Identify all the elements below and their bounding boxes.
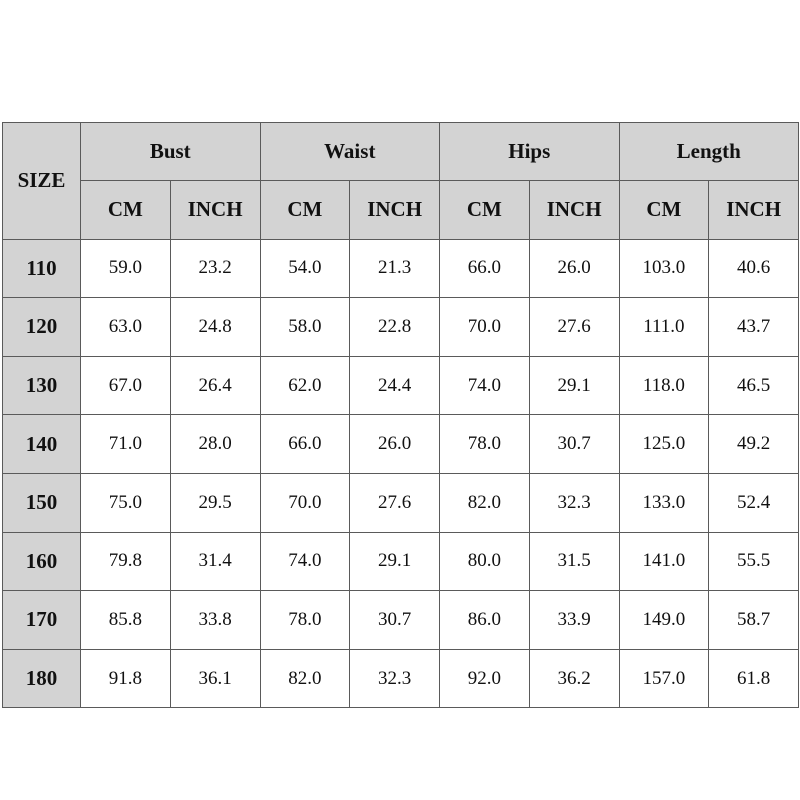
size-label: 160 — [2, 531, 81, 592]
measurement: 157.0 — [618, 648, 710, 709]
measurement: 78.0 — [259, 590, 351, 650]
measurement: 54.0 — [259, 238, 351, 299]
size-label: 180 — [2, 648, 81, 709]
measurement: 36.2 — [528, 648, 620, 709]
measurement: 91.8 — [80, 648, 171, 709]
data-row: 150 75.0 29.5 70.0 27.6 82.0 32.3 133.0 52.4 — [2, 472, 800, 533]
measurement: 74.0 — [439, 355, 530, 416]
measurement: 61.8 — [708, 648, 800, 709]
measurement: 29.1 — [349, 531, 441, 592]
measurement: 30.7 — [349, 590, 441, 650]
measurement: 79.8 — [80, 531, 171, 592]
data-row: 110 59.0 23.2 54.0 21.3 66.0 26.0 103.0 40.6 — [2, 238, 800, 299]
measurement: 70.0 — [439, 297, 530, 357]
measurement: 63.0 — [80, 297, 171, 357]
measurement: 32.3 — [528, 472, 620, 533]
measurement: 118.0 — [618, 355, 710, 416]
size-label: 120 — [2, 297, 81, 357]
measurement: 58.0 — [259, 297, 351, 357]
measurement: 82.0 — [259, 648, 351, 709]
measurement: 111.0 — [618, 297, 710, 357]
group-header: Waist — [259, 122, 441, 181]
group-header: Length — [618, 122, 800, 181]
size-table: SIZE Bust Waist Hips Length CM INCH CM INCH CM INC… — [2, 122, 800, 709]
measurement: 49.2 — [708, 414, 800, 474]
measurement: 29.5 — [169, 472, 261, 533]
measurement: 29.1 — [528, 355, 620, 416]
size-label: 150 — [2, 472, 81, 533]
unit-header: CM — [618, 180, 710, 240]
measurement: 125.0 — [618, 414, 710, 474]
measurement: 58.7 — [708, 590, 800, 650]
measurement: 86.0 — [439, 590, 530, 650]
measurement: 27.6 — [349, 472, 441, 533]
measurement: 59.0 — [80, 238, 171, 299]
measurement: 21.3 — [349, 238, 441, 299]
measurement: 26.0 — [349, 414, 441, 474]
measurement: 141.0 — [618, 531, 710, 592]
measurement: 62.0 — [259, 355, 351, 416]
measurement: 32.3 — [349, 648, 441, 709]
measurement: 149.0 — [618, 590, 710, 650]
measurement: 27.6 — [528, 297, 620, 357]
size-label: 140 — [2, 414, 81, 474]
unit-header: CM — [439, 180, 530, 240]
measurement: 22.8 — [349, 297, 441, 357]
measurement: 30.7 — [528, 414, 620, 474]
unit-header: INCH — [349, 180, 441, 240]
measurement: 26.4 — [169, 355, 261, 416]
unit-header: INCH — [528, 180, 620, 240]
group-header: Hips — [439, 122, 620, 181]
measurement: 31.5 — [528, 531, 620, 592]
header-row: SIZE Bust Waist Hips Length — [2, 122, 800, 240]
measurement: 82.0 — [439, 472, 530, 533]
measurement: 40.6 — [708, 238, 800, 299]
measurement: 36.1 — [169, 648, 261, 709]
corner-header: SIZE — [2, 122, 81, 240]
measurement: 55.5 — [708, 531, 800, 592]
measurement: 67.0 — [80, 355, 171, 416]
measurement: 31.4 — [169, 531, 261, 592]
group-header: Bust — [80, 122, 261, 181]
unit-header: INCH — [708, 180, 800, 240]
measurement: 52.4 — [708, 472, 800, 533]
measurement: 75.0 — [80, 472, 171, 533]
measurement: 26.0 — [528, 238, 620, 299]
data-row: 130 67.0 26.4 62.0 24.4 74.0 29.1 118.0 46.5 — [2, 355, 800, 416]
measurement: 23.2 — [169, 238, 261, 299]
measurement: 43.7 — [708, 297, 800, 357]
measurement: 28.0 — [169, 414, 261, 474]
measurement: 85.8 — [80, 590, 171, 650]
unit-header: INCH — [169, 180, 261, 240]
measurement: 46.5 — [708, 355, 800, 416]
measurement: 33.8 — [169, 590, 261, 650]
data-row: 160 79.8 31.4 74.0 29.1 80.0 31.5 141.0 55.5 — [2, 531, 800, 592]
measurement: 66.0 — [439, 238, 530, 299]
measurement: 92.0 — [439, 648, 530, 709]
measurement: 71.0 — [80, 414, 171, 474]
unit-row: CM INCH CM INCH CM INCH CM INCH — [3, 180, 800, 240]
measurement: 103.0 — [618, 238, 710, 299]
data-row: 120 63.0 24.8 58.0 22.8 70.0 27.6 111.0 43.7 — [2, 297, 800, 357]
measurement: 78.0 — [439, 414, 530, 474]
measurement: 74.0 — [259, 531, 351, 592]
data-row: 140 71.0 28.0 66.0 26.0 78.0 30.7 125.0 49.2 — [2, 414, 800, 474]
size-label: 110 — [2, 238, 81, 299]
unit-header: CM — [259, 180, 351, 240]
unit-header: CM — [80, 180, 171, 240]
data-row: 170 85.8 33.8 78.0 30.7 86.0 33.9 149.0 58.7 — [2, 590, 800, 650]
measurement: 24.4 — [349, 355, 441, 416]
measurement: 80.0 — [439, 531, 530, 592]
data-row: 180 91.8 36.1 82.0 32.3 92.0 36.2 157.0 61.8 — [2, 648, 800, 709]
size-label: 170 — [2, 590, 81, 650]
size-label: 130 — [2, 355, 81, 416]
measurement: 70.0 — [259, 472, 351, 533]
measurement: 66.0 — [259, 414, 351, 474]
measurement: 133.0 — [618, 472, 710, 533]
measurement: 33.9 — [528, 590, 620, 650]
measurement: 24.8 — [169, 297, 261, 357]
